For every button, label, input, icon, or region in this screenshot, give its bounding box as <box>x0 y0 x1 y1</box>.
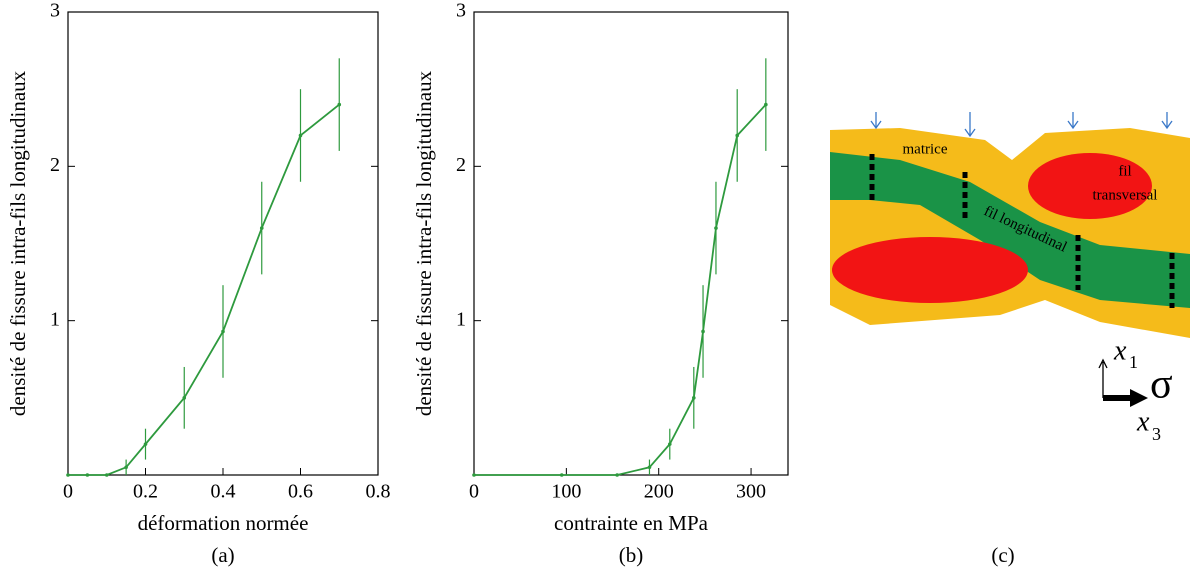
x-tick-label: 0.8 <box>366 481 391 503</box>
data-point <box>85 473 90 477</box>
caption: (a) <box>211 543 234 567</box>
load-arrows <box>870 112 1173 138</box>
caption: (c) <box>991 543 1014 567</box>
y-tick-label: 3 <box>50 0 60 22</box>
arrow <box>1161 112 1173 130</box>
diagram: matrice fil transversal fil longitudinal… <box>830 112 1190 567</box>
data-point <box>259 226 264 230</box>
data-point <box>559 473 564 477</box>
caption: (b) <box>619 543 644 567</box>
plot-frame <box>473 11 789 476</box>
data-point <box>66 473 70 477</box>
axis-arrow <box>1098 358 1108 398</box>
plot-frame <box>67 11 379 476</box>
data-point <box>735 133 740 138</box>
y-tick-label: 2 <box>456 154 466 176</box>
y-axis-label: densité de fissure intra-fils longitudin… <box>412 70 436 416</box>
data-point <box>221 329 225 334</box>
stress-label: σ <box>1150 362 1173 408</box>
y-tick-label: 1 <box>50 308 60 330</box>
matrix-label: matrice <box>903 141 948 157</box>
x-tick-label: 0.4 <box>211 481 236 503</box>
data-point <box>692 396 696 400</box>
data-point <box>615 473 619 477</box>
data-point <box>124 465 128 470</box>
data-point <box>298 133 303 138</box>
data-point <box>714 226 718 230</box>
x-tick-label: 0 <box>469 481 479 503</box>
arrow <box>1067 112 1079 130</box>
transverse-label: transversal <box>1093 187 1158 203</box>
x-tick-label: 300 <box>736 481 766 503</box>
transverse-label: fil <box>1118 163 1131 179</box>
data-point <box>182 396 187 400</box>
cracks <box>869 154 1175 308</box>
x-axis-label: déformation normée <box>138 511 309 535</box>
axis-subscript: 3 <box>1152 424 1161 444</box>
arrow <box>964 112 976 138</box>
y-tick-label: 1 <box>456 308 466 330</box>
data-point <box>701 329 705 334</box>
x-tick-label: 0.6 <box>288 481 313 503</box>
data-line <box>68 103 340 476</box>
transverse-yarn <box>1028 153 1152 219</box>
x-tick-label: 100 <box>551 481 581 503</box>
x-tick-label: 0.2 <box>133 481 158 503</box>
data-point <box>472 473 476 477</box>
x-axis-label: contrainte en MPa <box>554 511 709 535</box>
y-axis-label: densité de fissure intra-fils longitudin… <box>6 70 30 416</box>
data-point <box>143 442 148 446</box>
data-point <box>104 473 109 477</box>
x-tick-label: 200 <box>644 481 674 503</box>
data-line <box>474 103 767 476</box>
data-point <box>667 442 672 446</box>
y-tick-label: 3 <box>456 0 466 22</box>
axis-label: x <box>1113 335 1127 366</box>
y-tick-label: 2 <box>50 154 60 176</box>
transverse-yarn <box>832 237 1028 303</box>
x-tick-label: 0 <box>63 481 73 503</box>
axis-subscript: 1 <box>1129 352 1138 372</box>
arrow <box>870 112 882 130</box>
data-point <box>764 102 768 107</box>
stress-arrow-head <box>1130 389 1148 407</box>
data-point <box>337 102 342 107</box>
data-point <box>647 465 652 470</box>
axis-label: x <box>1136 406 1150 437</box>
longitudinal-yarn <box>830 152 1190 308</box>
